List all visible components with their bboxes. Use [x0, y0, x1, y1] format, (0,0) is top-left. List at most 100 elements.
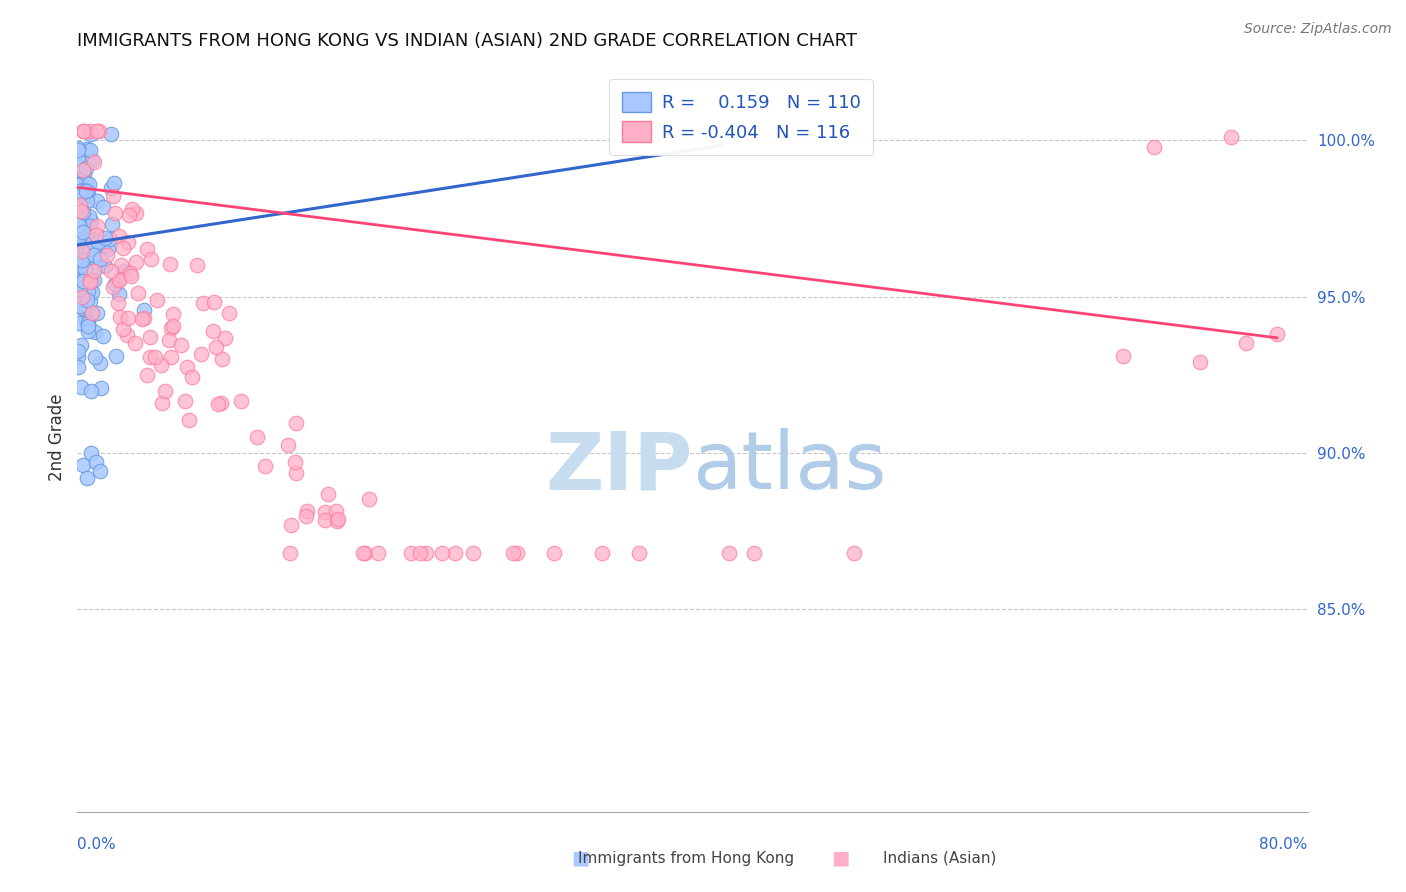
Point [79, 143, 101, 157]
Point [73, 250, 96, 264]
Point [79, 214, 101, 228]
Point [134, 311, 156, 326]
Point [67, 344, 90, 359]
Point [100, 264, 122, 278]
Point [91, 329, 114, 343]
Point [70, 244, 93, 258]
Point [83, 248, 105, 262]
Point [82, 306, 104, 320]
Point [83, 326, 105, 340]
Point [79, 274, 101, 288]
Point [316, 486, 339, 500]
Point [143, 350, 166, 364]
Point [207, 397, 229, 411]
Point [77, 284, 100, 298]
Point [718, 546, 741, 560]
Y-axis label: 2nd Grade: 2nd Grade [48, 393, 66, 481]
Point [1234, 336, 1257, 351]
Point [80, 446, 103, 460]
Legend: R =    0.159   N = 110, R = -0.404   N = 116: R = 0.159 N = 110, R = -0.404 N = 116 [609, 79, 873, 155]
Point [326, 514, 349, 528]
Point [229, 393, 252, 408]
Point [75, 243, 97, 257]
Point [67, 218, 90, 232]
Point [69, 282, 91, 296]
Text: Indians (Asian): Indians (Asian) [883, 851, 995, 865]
Point [284, 455, 307, 469]
Point [83, 273, 105, 287]
Point [66, 178, 89, 192]
Point [76, 183, 98, 197]
Point [77, 251, 100, 265]
Point [111, 322, 134, 336]
Point [73, 167, 96, 181]
Point [70, 301, 93, 315]
Text: ■: ■ [571, 848, 591, 868]
Point [77, 317, 100, 331]
Point [118, 266, 141, 280]
Point [79, 384, 101, 399]
Point [69, 226, 91, 240]
Point [89, 356, 111, 370]
Point [162, 318, 184, 333]
Point [103, 176, 125, 190]
Point [93, 238, 115, 252]
Point [131, 311, 153, 326]
Point [136, 368, 159, 382]
Point [72, 274, 94, 288]
Point [79, 272, 101, 286]
Point [82, 153, 104, 167]
Point [1188, 355, 1211, 369]
Point [112, 264, 135, 278]
Point [502, 546, 524, 560]
Point [66, 153, 89, 167]
Point [117, 311, 139, 326]
Text: IMMIGRANTS FROM HONG KONG VS INDIAN (ASIAN) 2ND GRADE CORRELATION CHART: IMMIGRANTS FROM HONG KONG VS INDIAN (ASI… [77, 32, 858, 50]
Point [506, 546, 529, 560]
Point [86, 194, 108, 208]
Text: Source: ZipAtlas.com: Source: ZipAtlas.com [1244, 22, 1392, 37]
Point [209, 396, 232, 410]
Point [367, 546, 389, 560]
Point [136, 242, 159, 256]
Point [159, 257, 181, 271]
Point [100, 127, 122, 141]
Point [91, 201, 114, 215]
Point [246, 429, 269, 443]
Point [110, 259, 132, 273]
Point [354, 546, 377, 560]
Point [218, 306, 240, 320]
Point [70, 290, 93, 304]
Point [86, 306, 108, 320]
Point [127, 285, 149, 300]
Point [295, 504, 318, 518]
Point [254, 459, 277, 474]
Point [149, 358, 172, 372]
Point [108, 273, 131, 287]
Point [107, 296, 129, 310]
Point [76, 293, 98, 307]
Point [70, 204, 93, 219]
Point [75, 285, 97, 299]
Point [89, 382, 111, 396]
Point [79, 242, 101, 256]
Point [77, 186, 100, 201]
Point [409, 546, 432, 560]
Point [72, 162, 94, 177]
Point [139, 329, 162, 343]
Point [80, 306, 103, 320]
Point [70, 338, 93, 352]
Point [1143, 139, 1166, 153]
Point [67, 317, 90, 331]
Point [87, 124, 110, 138]
Point [83, 155, 105, 169]
Point [104, 206, 127, 220]
Point [75, 189, 97, 203]
Point [72, 458, 94, 472]
Point [87, 235, 110, 249]
Point [181, 370, 204, 384]
Point [326, 512, 349, 526]
Point [121, 202, 143, 216]
Point [82, 285, 104, 299]
Point [280, 517, 302, 532]
